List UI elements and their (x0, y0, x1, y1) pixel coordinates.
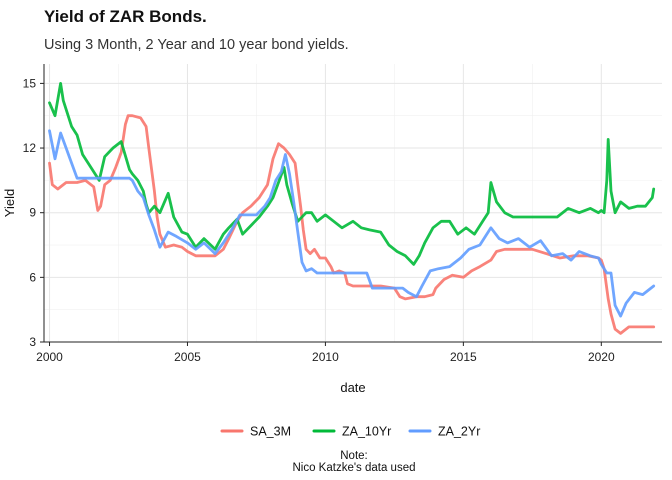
x-tick-label: 2005 (174, 350, 201, 364)
y-axis-title: Yield (2, 189, 17, 217)
series-line-za-2yr (48, 129, 656, 318)
caption-source: Nico Katzke's data used (292, 462, 416, 474)
y-tick-label: 9 (29, 206, 36, 220)
x-tick-label: 2015 (450, 350, 477, 364)
x-tick-label: 2010 (312, 350, 339, 364)
legend-label-za-2yr: ZA_2Yr (438, 425, 480, 439)
legend-label-za-10yr: ZA_10Yr (342, 425, 391, 439)
y-tick-label: 12 (23, 141, 37, 155)
x-tick-label: 2000 (36, 350, 63, 364)
y-tick-label: 6 (29, 270, 36, 284)
caption-note: Note: (340, 450, 368, 462)
y-tick-label: 3 (29, 335, 36, 349)
axes: 2000 2005 2010 2015 2020 3 6 9 12 15 (23, 64, 662, 364)
legend: SA_3M ZA_10Yr ZA_2Yr (220, 425, 480, 439)
series-line-za-10yr (48, 82, 656, 266)
legend-label-sa-3m: SA_3M (250, 425, 291, 439)
x-tick-label: 2020 (588, 350, 615, 364)
chart-subtitle: Using 3 Month, 2 Year and 10 year bond y… (44, 37, 349, 53)
chart-title: Yield of ZAR Bonds. (44, 7, 207, 26)
x-axis-title: date (340, 380, 365, 395)
grid (44, 64, 662, 343)
y-tick-label: 15 (23, 76, 37, 90)
series-line-sa-3m (48, 114, 656, 335)
series-lines (48, 82, 656, 335)
